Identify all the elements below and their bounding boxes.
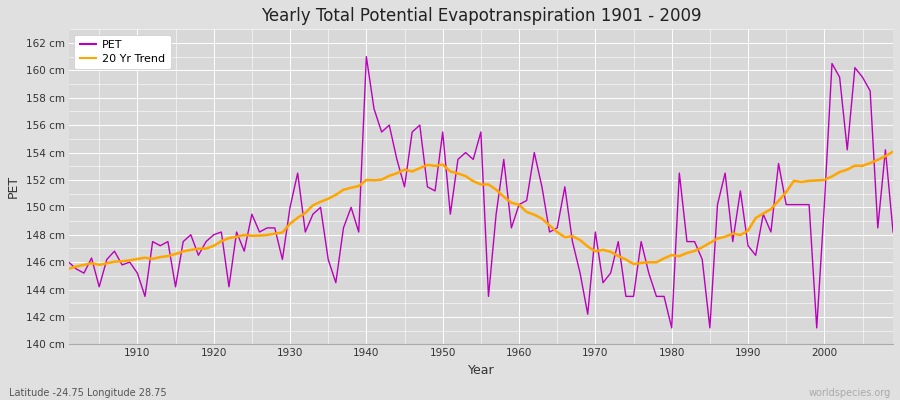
- X-axis label: Year: Year: [467, 364, 494, 377]
- Text: worldspecies.org: worldspecies.org: [809, 388, 891, 398]
- Text: Latitude -24.75 Longitude 28.75: Latitude -24.75 Longitude 28.75: [9, 388, 166, 398]
- Title: Yearly Total Potential Evapotranspiration 1901 - 2009: Yearly Total Potential Evapotranspiratio…: [261, 7, 701, 25]
- Legend: PET, 20 Yr Trend: PET, 20 Yr Trend: [74, 35, 171, 69]
- Y-axis label: PET: PET: [7, 175, 20, 198]
